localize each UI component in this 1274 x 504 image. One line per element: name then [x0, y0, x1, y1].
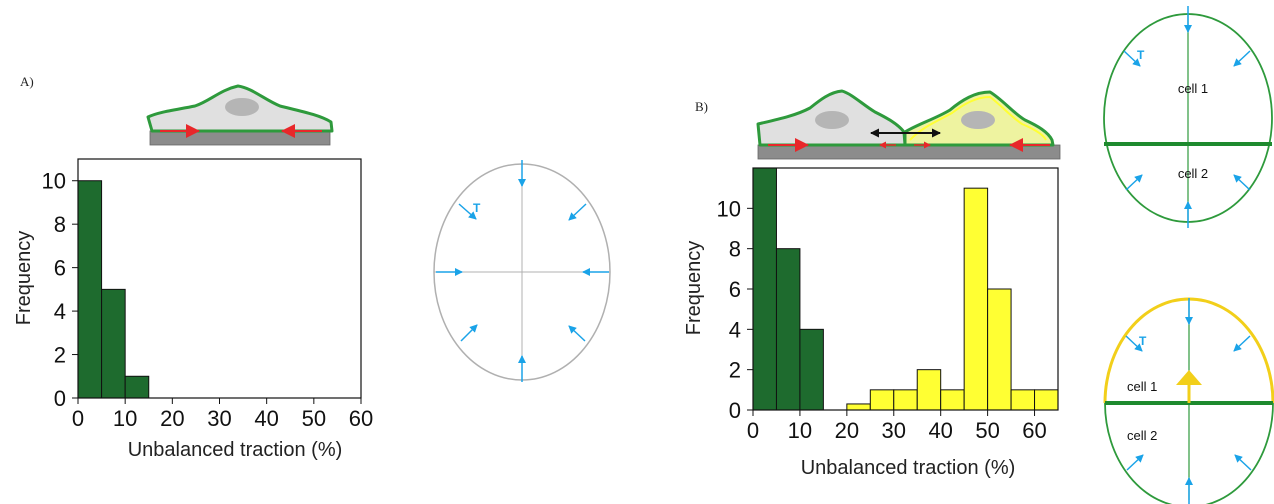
chart-a-ylabel: Frequency: [13, 231, 35, 326]
chart-b-xtick-label-1: 10: [788, 418, 812, 443]
chart-a-ytick-label-2: 4: [54, 299, 66, 324]
chart-b-yticks: 0 2 4 6 8 10: [717, 196, 753, 423]
chart-a-bar-s0-0: [77, 180, 103, 399]
ellipse2-arrow-downleft: [1126, 454, 1144, 471]
chart-a-ytick-label-3: 6: [54, 256, 66, 281]
panel-a-label: A): [20, 74, 34, 89]
chart-a-xtick-label-3: 30: [207, 406, 231, 431]
chart-b-ytick-label-5: 10: [717, 196, 741, 221]
chart-a-bar-s0-1: [101, 288, 126, 399]
chart-b-ytick-label-0: 0: [729, 398, 741, 423]
chart-a: 0 10 20 30 40 50 60 0 2 4 6 8 10 Unbalanced tractio…: [13, 158, 373, 461]
nucleus-b-2: [961, 111, 995, 129]
cell2-label-yellow: cell 2: [1127, 428, 1157, 443]
chart-b: 0 10 20 30 40 50 60 0 2 4 6 8 10 Unbalanced tractio…: [683, 167, 1059, 479]
cell-pair-diagram-green: T cell 1 cell 2: [1103, 6, 1273, 228]
chart-b-xtick-label-2: 20: [835, 418, 859, 443]
chart-b-xtick-label-5: 50: [975, 418, 999, 443]
chart-b-bar-s1-6: [987, 288, 1012, 411]
chart-a-xtick-label-0: 0: [72, 406, 84, 431]
traction-arrow-upright: [568, 203, 587, 221]
ellipse2-arrow-upright: [1233, 335, 1251, 352]
traction-arrow-downright: [568, 325, 586, 342]
traction-arrow-upleft: [458, 203, 477, 220]
chart-a-xtick-label-4: 40: [254, 406, 278, 431]
yellow-arrowhead: [1176, 370, 1202, 385]
chart-b-xtick-label-4: 40: [928, 418, 952, 443]
cell-schematic-a: [146, 84, 334, 146]
substrate-b: [757, 144, 1061, 160]
panel-b-label: B): [695, 99, 708, 114]
chart-b-xlabel: Unbalanced traction (%): [801, 457, 1016, 479]
chart-b-bar-s1-7: [1010, 389, 1036, 411]
chart-b-xticks: 0 10 20 30 40 50 60: [747, 410, 1047, 443]
chart-a-yticks: 0 2 4 6 8 10: [42, 169, 78, 411]
chart-a-xlabel: Unbalanced traction (%): [128, 439, 343, 461]
chart-b-bar-s1-0: [846, 403, 871, 411]
chart-a-bar-s0-2: [124, 375, 150, 399]
cell1-label-green: cell 1: [1178, 81, 1208, 96]
chart-a-ytick-label-1: 2: [54, 343, 66, 368]
chart-b-xtick-label-6: 60: [1022, 418, 1046, 443]
cell-schematic-b: [756, 89, 1061, 160]
cell1-label-yellow: cell 1: [1127, 379, 1157, 394]
cell-outline-yellow-b: [909, 95, 1047, 141]
chart-b-xtick-label-3: 30: [882, 418, 906, 443]
ellipse2-arrow-upleft: [1125, 335, 1143, 352]
single-cell-traction-diagram: T: [433, 160, 611, 382]
substrate-a: [149, 130, 331, 146]
ellipse2-arrow-downright: [1234, 454, 1252, 471]
chart-a-xtick-label-2: 20: [160, 406, 184, 431]
chart-b-ylabel: Frequency: [683, 241, 705, 336]
chart-b-bar-s1-1: [869, 389, 895, 411]
chart-a-xticks: 0 10 20 30 40 50 60: [72, 398, 373, 431]
green-arrow-upright: [1233, 50, 1251, 67]
chart-b-bar-s0-2: [799, 328, 824, 411]
chart-a-xtick-label-6: 60: [349, 406, 373, 431]
chart-b-bar-s0-1: [775, 248, 801, 411]
traction-arrow-downleft: [460, 324, 478, 342]
green-arrow-downleft: [1125, 174, 1143, 191]
traction-symbol-b-1: T: [1137, 48, 1145, 62]
chart-b-ytick-label-4: 8: [729, 237, 741, 262]
chart-a-xtick-label-1: 10: [113, 406, 137, 431]
chart-a-ytick-label-4: 8: [54, 212, 66, 237]
chart-b-ytick-label-1: 2: [729, 358, 741, 383]
chart-b-bar-s1-3: [916, 369, 942, 411]
chart-b-bar-s1-4: [940, 389, 965, 411]
green-arrow-upleft: [1123, 50, 1141, 67]
chart-b-bar-s1-2: [893, 389, 918, 411]
ellipse-green-bottom: [1104, 402, 1274, 504]
cell2-label-green: cell 2: [1178, 166, 1208, 181]
chart-b-bar-s1-5: [963, 187, 989, 411]
chart-a-bars: [77, 180, 150, 399]
green-arrow-downright: [1233, 174, 1251, 191]
cell-pair-diagram-yellow: T cell 1 cell 2: [1103, 297, 1274, 504]
chart-b-ytick-label-3: 6: [729, 277, 741, 302]
chart-a-ytick-label-0: 0: [54, 386, 66, 411]
traction-symbol-b-2: T: [1139, 334, 1147, 348]
chart-b-bars: [752, 167, 1059, 411]
chart-b-bar-s0-0: [752, 167, 777, 411]
chart-b-xtick-label-0: 0: [747, 418, 759, 443]
chart-a-ytick-label-5: 10: [42, 169, 66, 194]
nucleus-b-1: [815, 111, 849, 129]
chart-b-bar-s1-8: [1034, 389, 1059, 411]
traction-symbol-a: T: [473, 201, 481, 215]
chart-b-ytick-label-2: 4: [729, 317, 741, 342]
nucleus-a: [225, 98, 259, 116]
chart-a-xtick-label-5: 50: [302, 406, 326, 431]
